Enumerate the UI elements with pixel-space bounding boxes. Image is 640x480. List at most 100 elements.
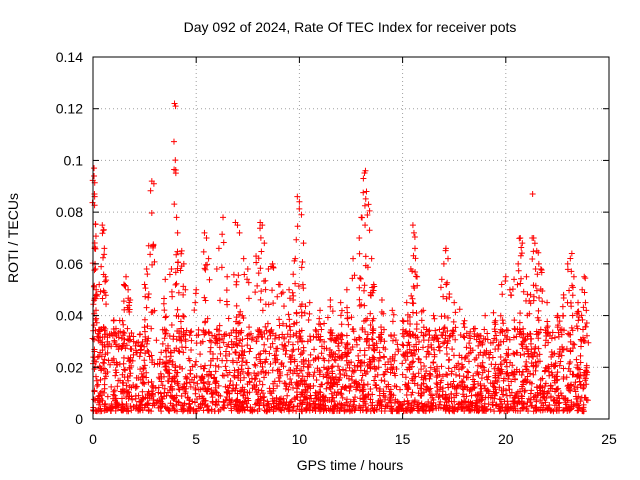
data-point [569,371,576,378]
data-point [364,315,371,322]
data-point [327,335,334,342]
data-point [491,326,498,333]
y-axis-label: ROTI / TECUs [5,193,21,283]
y-tick-label: 0.14 [56,49,83,65]
data-point [310,357,317,364]
data-point [255,270,262,277]
data-point [260,347,267,354]
data-point [338,391,345,398]
data-point [359,372,366,379]
data-point [401,353,408,360]
data-point [375,364,382,371]
data-point [254,282,261,289]
data-point [493,332,500,339]
data-point [153,337,160,344]
data-point [225,315,232,322]
data-point [174,229,181,236]
data-point [414,282,421,289]
data-point [411,397,418,404]
data-point [446,356,453,363]
data-point [318,381,325,388]
data-point [577,398,584,405]
data-point [511,276,518,283]
data-point [301,381,308,388]
data-point [247,345,254,352]
data-point [250,382,257,389]
data-point [371,356,378,363]
data-point [415,399,422,406]
data-point [210,374,217,381]
data-point [278,407,285,414]
data-point [126,383,133,390]
data-point [359,326,366,333]
data-point [452,371,459,378]
data-point [136,398,143,405]
data-point [453,392,460,399]
data-point [226,369,233,376]
data-point [161,335,168,342]
data-point [300,363,307,370]
data-point [409,331,416,338]
data-point [298,301,305,308]
data-point [368,255,375,262]
data-point [413,325,420,332]
data-point [231,341,238,348]
data-point [258,369,265,376]
data-point [145,335,152,342]
data-point [142,293,149,300]
data-point [443,344,450,351]
data-point [393,383,400,390]
data-point [457,331,464,338]
data-point [300,396,307,403]
data-point [398,402,405,409]
data-point [445,357,452,364]
data-point [400,342,407,349]
data-point [361,170,368,177]
data-point [497,400,504,407]
data-point [448,368,455,375]
data-point [567,358,574,365]
data-point [342,351,349,358]
data-point [289,341,296,348]
data-point [254,370,261,377]
data-point [156,397,163,404]
data-point [269,340,276,347]
data-point [257,328,264,335]
data-point [557,390,564,397]
data-point [312,389,319,396]
data-point [236,398,243,405]
data-point [274,383,281,390]
data-point [299,373,306,380]
data-point [102,331,109,338]
data-point [259,334,266,341]
data-point [548,369,555,376]
data-point [532,266,539,273]
data-point [258,387,265,394]
data-point [351,380,358,387]
data-point [236,329,243,336]
data-point [128,329,135,336]
data-point [293,310,300,317]
data-point [402,357,409,364]
data-point [184,394,191,401]
data-point [426,370,433,377]
data-point [532,282,539,289]
data-point [180,349,187,356]
data-point [461,407,468,414]
data-point [91,165,98,172]
data-point [367,321,374,328]
data-point [160,300,167,307]
data-point [256,378,263,385]
data-point [579,316,586,323]
data-point [534,271,541,278]
data-point [111,337,118,344]
data-point [262,369,269,376]
data-point [418,400,425,407]
data-point [223,331,230,338]
data-point [334,335,341,342]
data-point [321,338,328,345]
data-point [312,326,319,333]
data-point [420,344,427,351]
data-point [407,321,414,328]
data-point [387,386,394,393]
